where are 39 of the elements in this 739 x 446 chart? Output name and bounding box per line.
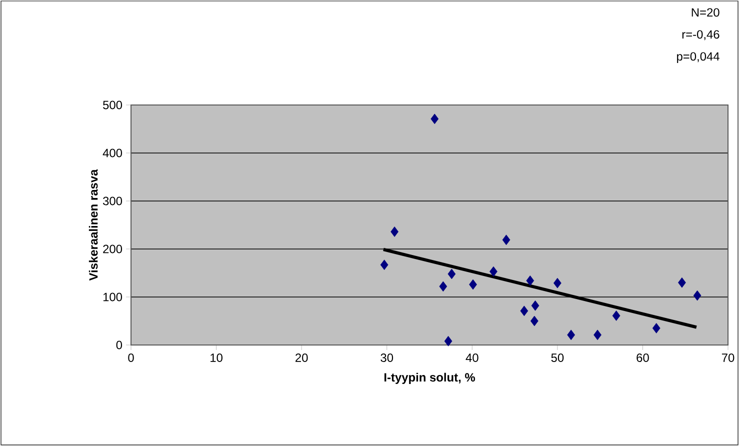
x-tick-label: 50: [551, 354, 564, 362]
y-axis-title: Viskeraalinen rasva: [88, 169, 98, 281]
point: [554, 278, 562, 288]
y-tick-label: 200: [103, 244, 122, 254]
point: [594, 330, 602, 340]
x-tick-label: 60: [636, 354, 649, 362]
x-tick-label: 0: [128, 354, 134, 362]
x-tick-label: 30: [380, 354, 394, 362]
text: p=0,044: [677, 52, 720, 64]
point: [531, 300, 540, 311]
y-tick-label: 0: [116, 340, 122, 350]
point: [469, 279, 477, 290]
point: [448, 268, 456, 280]
x-tick-label: 70: [722, 354, 734, 362]
point: [693, 290, 702, 301]
text: r=-0,46: [682, 30, 720, 40]
point: [439, 281, 448, 292]
point: [520, 306, 528, 316]
point: [530, 316, 538, 326]
y-tick-label: 300: [102, 196, 122, 206]
point: [652, 323, 660, 334]
point: [490, 266, 498, 277]
point: [444, 336, 452, 346]
text: N=20: [692, 8, 720, 17]
point: [678, 277, 686, 288]
point: [380, 260, 388, 270]
point: [612, 310, 620, 321]
x-tick-label: 20: [296, 354, 308, 362]
point: [526, 275, 534, 286]
point: [390, 226, 398, 237]
x-axis-title: I-tyypin solut, %: [384, 372, 476, 384]
point: [567, 330, 576, 340]
y-tick-label: 400: [102, 148, 122, 158]
x-tick-label: 40: [466, 354, 478, 362]
y-tick-label: 100: [103, 292, 122, 302]
y-tick-label: 500: [103, 100, 122, 110]
x-tick-label: 10: [210, 354, 222, 362]
point: [502, 234, 510, 246]
point: [430, 114, 439, 124]
